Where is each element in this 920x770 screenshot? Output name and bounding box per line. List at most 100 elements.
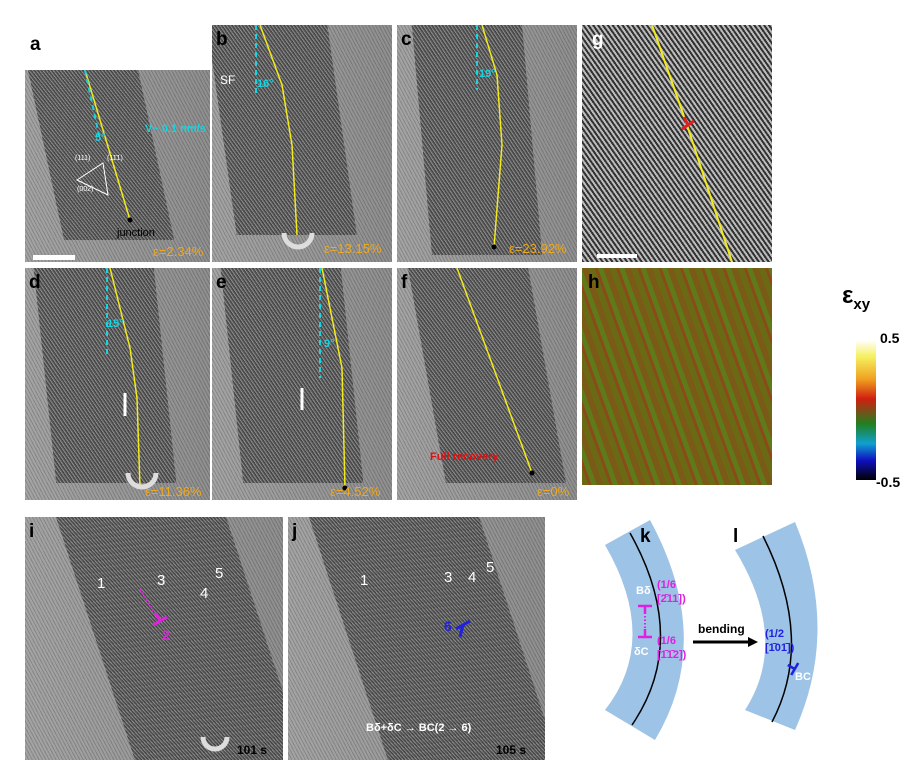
reference-line [84,70,101,141]
deltac-label: δC [634,646,649,658]
bc-label: BC [795,671,811,683]
strain-label: ε=11.36% [145,484,202,499]
panel-d-overlay [106,268,159,490]
marker-1: 1 [97,575,106,592]
angle-label: 5° [95,132,106,144]
marker-1: 1 [360,572,369,589]
panel-f-image: f Full recovery ε=0% [397,268,577,500]
bdelta-vector: [2̄11]) [657,593,686,605]
panel-j-image: j 1 3 4 5 6 Bδ+δC → BC(2 → 6) 105 s [288,517,545,760]
rotation-arrow-icon [281,232,315,250]
crystal-band-l [735,522,818,730]
panel-a-overlay [33,70,133,260]
twin-boundary-trace [109,268,141,489]
panel-label-a: a [30,34,41,55]
panel-label-g: g [592,29,604,50]
junction-dot [529,470,535,476]
stacking-fault-label: SF [220,73,236,87]
junction-dot [342,485,348,491]
angle-label: 19° [479,68,496,80]
angle-label: 16° [257,78,274,90]
panel-label-d: d [29,272,41,293]
panel-e-image: e 9° ε=4.52% [212,268,392,500]
panel-h-strain-map: h [582,268,772,485]
plane-triangle [75,162,109,196]
marker-3: 3 [444,569,453,586]
colorbar [856,340,876,480]
partial-dislocation-bdelta-icon [638,604,652,614]
plane-label: (111) [75,155,91,162]
panel-j-overlay [455,619,471,638]
deltac-vector: [1̄1̄2]) [657,649,687,661]
panel-c-image: c 19° ε=23.92% [397,25,577,262]
colorbar-symbol: ε [842,282,854,309]
panel-label-h: h [588,272,600,293]
partial-dislocation-deltac-icon [638,629,652,639]
marker-2: 2 [162,627,170,643]
panel-label-e: e [216,272,227,293]
arrow-head [748,637,758,647]
panel-g-image: g [582,25,772,262]
panel-i-image: i 1 3 4 5 2 101 s [25,517,283,760]
crystal-band-k [605,520,684,740]
panel-g-overlay [597,25,733,262]
bending-label: bending [698,622,745,636]
strain-label: ε=13.15% [324,241,382,256]
bc-vector: (1/2 [765,628,784,640]
rotation-arrow-icon [125,472,159,490]
marker-6: 6 [444,618,452,634]
strain-label: ε=23.92% [509,241,567,256]
twin-boundary-trace [259,25,298,236]
marker-5: 5 [486,559,495,576]
scale-bar [33,255,75,260]
bc-vector: [1̄01̄]) [765,642,795,654]
panel-label-f: f [401,272,408,293]
colorbar-max: 0.5 [880,330,900,346]
colorbar-title: εxy [842,282,870,313]
panel-f-overlay [456,268,535,476]
angle-label: 15° [107,318,124,330]
junction-dot [491,244,497,250]
panel-d-image: d 15° ε=11.36% [25,268,210,500]
panel-label-b: b [216,29,228,50]
panel-b-overlay [255,25,315,250]
twin-boundary-trace [651,25,733,262]
bdelta-label: Bδ [636,585,651,597]
time-label: 101 s [237,743,268,757]
recovery-label: Full recovery [430,451,499,463]
twin-boundary-trace [481,25,503,248]
twin-boundary-k [629,532,662,726]
marker-4: 4 [200,585,209,602]
panel-label-l: l [733,526,739,547]
partial-dislocation-icon [152,612,168,627]
plane-label: (11̄1) [107,155,123,162]
marker-5: 5 [215,565,224,582]
panel-label-c: c [401,29,412,50]
marker-4: 4 [468,569,477,586]
strain-label: ε=0% [537,484,570,499]
time-label: 105 s [496,743,527,757]
reaction-label: Bδ+δC → BC(2 → 6) [366,722,472,734]
twin-boundary-trace [321,268,346,489]
strain-label: ε=2.34% [153,244,204,259]
full-dislocation-icon [455,619,471,638]
junction-dot [127,217,133,223]
bdelta-vector: (1/6 [657,579,676,591]
panel-e-overlay [300,268,348,491]
colorbar-subscript: xy [853,295,871,313]
rotation-arrow-icon [200,736,230,752]
twin-boundary-trace [456,268,533,474]
plane-label: (002) [77,186,94,193]
panel-c-overlay [476,25,503,250]
panel-label-i: i [29,521,35,542]
dislocation-icon [681,116,695,131]
scale-bar [597,254,637,258]
colorbar-min: -0.5 [876,474,901,490]
panel-label-j: j [292,521,298,542]
panel-i-overlay [139,588,230,752]
velocity-label: V~ 0.1 nm/s [145,123,206,135]
angle-label: 9° [324,338,335,350]
marker-3: 3 [157,572,166,589]
panel-a-image: V~ 0.1 nm/s 5° (111) (11̄1) (002) juncti… [25,70,210,262]
